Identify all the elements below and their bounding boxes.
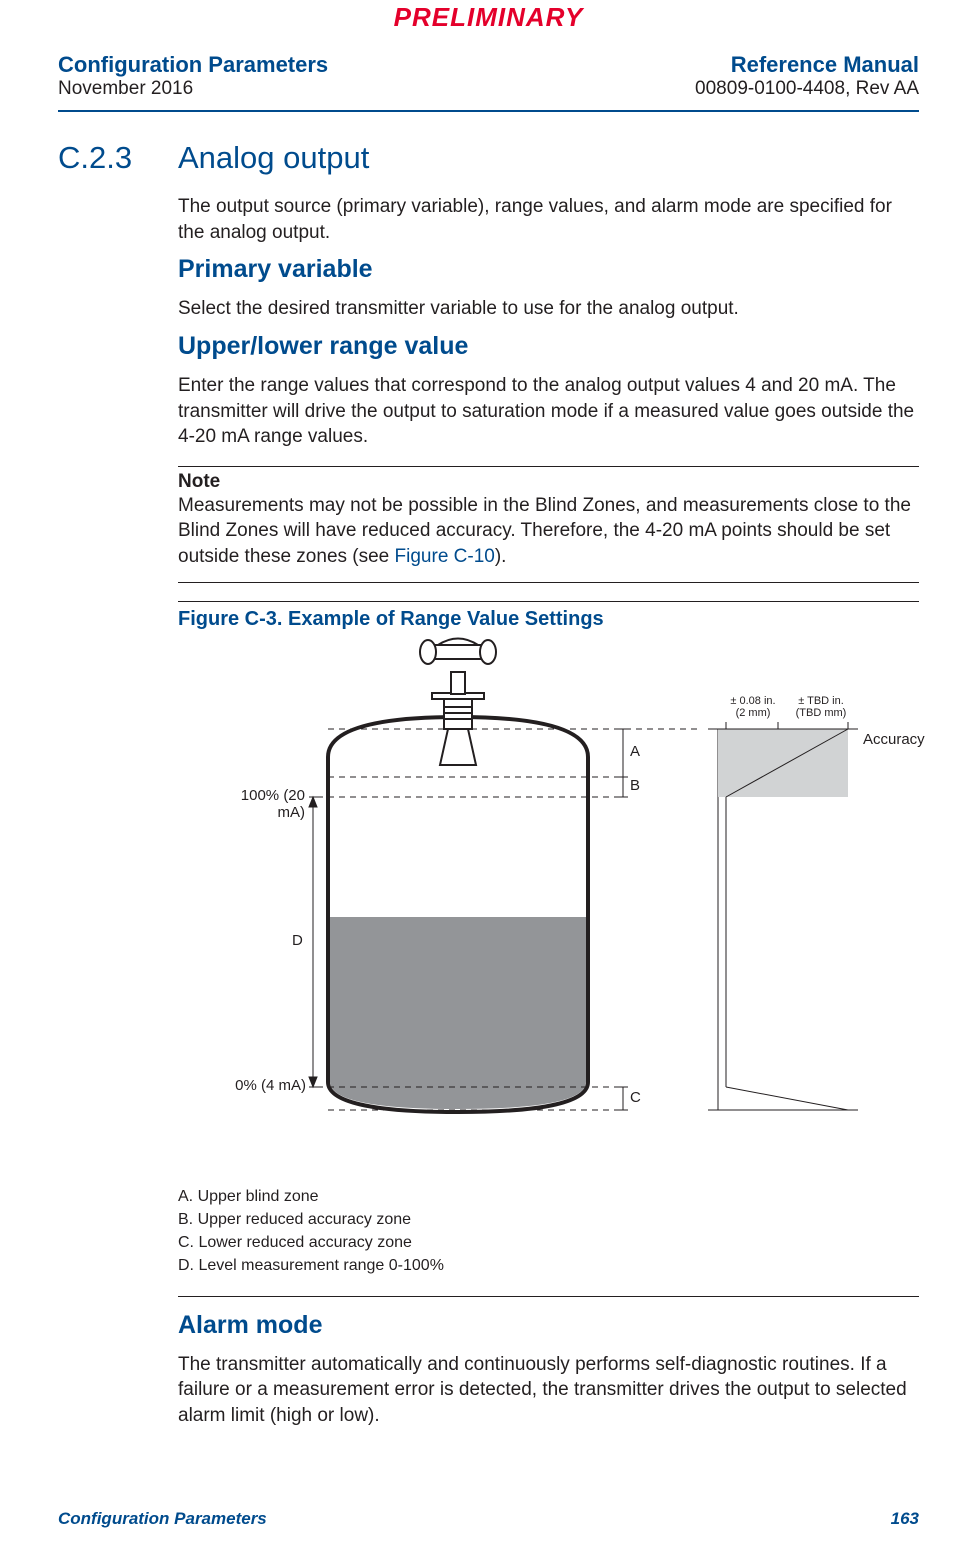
- figure-c3: A B C D 100% (20 mA) 0% (4 mA) Accuracy …: [178, 637, 918, 1177]
- legend-c: C. Lower reduced accuracy zone: [178, 1231, 919, 1254]
- header-right-rev: 00809-0100-4408, Rev AA: [695, 78, 919, 100]
- figure-label-c: C: [630, 1089, 641, 1106]
- figure-acc1-l2: (2 mm): [736, 707, 771, 719]
- note-block: Note Measurements may not be possible in…: [178, 466, 919, 583]
- figure-bottom-rule: [178, 1296, 919, 1297]
- alarm-mode-text: The transmitter automatically and contin…: [178, 1352, 919, 1429]
- figure-acc2-l2: (TBD mm): [796, 707, 847, 719]
- section-intro: The output source (primary variable), ra…: [178, 194, 919, 245]
- header-left: Configuration Parameters November 2016: [58, 52, 328, 100]
- section-heading-row: C.2.3 Analog output: [58, 140, 919, 176]
- note-text-post: ).: [495, 546, 507, 567]
- range-value-text: Enter the range values that correspond t…: [178, 373, 919, 450]
- header-rule: [58, 110, 919, 112]
- figure-title: Figure C-3. Example of Range Value Setti…: [178, 608, 919, 631]
- note-label: Note: [178, 471, 919, 493]
- figure-acc1: ± 0.08 in. (2 mm): [723, 695, 783, 719]
- page-body: Configuration Parameters November 2016 R…: [0, 0, 977, 1474]
- footer-page-number: 163: [891, 1509, 919, 1529]
- header-left-date: November 2016: [58, 78, 328, 100]
- page-footer: Configuration Parameters 163: [58, 1509, 919, 1529]
- figure-label-100: 100% (20 mA): [210, 787, 305, 821]
- body-content: The output source (primary variable), ra…: [178, 194, 919, 1428]
- figure-label-0: 0% (4 mA): [226, 1077, 306, 1094]
- section-number: C.2.3: [58, 140, 178, 176]
- preliminary-watermark: PRELIMINARY: [0, 2, 977, 33]
- figure-label-b: B: [630, 777, 640, 794]
- figure-acc2: ± TBD in. (TBD mm): [786, 695, 856, 719]
- footer-left: Configuration Parameters: [58, 1509, 267, 1529]
- primary-variable-heading: Primary variable: [178, 255, 919, 284]
- section-title: Analog output: [178, 140, 369, 176]
- primary-variable-text: Select the desired transmitter variable …: [178, 296, 919, 322]
- header-right-title: Reference Manual: [695, 52, 919, 78]
- note-figref[interactable]: Figure C-10: [395, 546, 495, 567]
- legend-a: A. Upper blind zone: [178, 1185, 919, 1208]
- legend-d: D. Level measurement range 0-100%: [178, 1254, 919, 1277]
- header-right: Reference Manual 00809-0100-4408, Rev AA: [695, 52, 919, 100]
- figure-acc1-l1: ± 0.08 in.: [730, 695, 775, 707]
- figure-label-d: D: [292, 932, 303, 949]
- header-left-title: Configuration Parameters: [58, 52, 328, 78]
- range-value-heading: Upper/lower range value: [178, 332, 919, 361]
- figure-acc2-l1: ± TBD in.: [798, 695, 844, 707]
- figure-label-a: A: [630, 743, 640, 760]
- alarm-mode-heading: Alarm mode: [178, 1311, 919, 1340]
- figure-top-rule: [178, 601, 919, 602]
- note-text: Measurements may not be possible in the …: [178, 493, 919, 570]
- note-text-pre: Measurements may not be possible in the …: [178, 495, 911, 567]
- legend-b: B. Upper reduced accuracy zone: [178, 1208, 919, 1231]
- figure-label-accuracy: Accuracy: [863, 731, 925, 748]
- figure-legend: A. Upper blind zone B. Upper reduced acc…: [178, 1185, 919, 1278]
- page-header: Configuration Parameters November 2016 R…: [58, 52, 919, 100]
